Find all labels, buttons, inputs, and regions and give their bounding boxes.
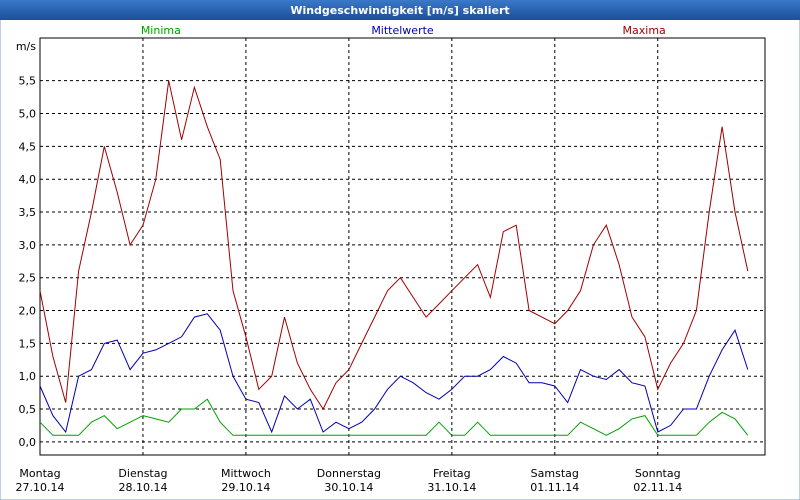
series-line: [39, 80, 749, 411]
y-unit-label: m/s: [16, 40, 36, 53]
x-tick-date: 01.11.14: [530, 481, 579, 494]
x-tick-date: 28.10.14: [118, 481, 167, 494]
x-tick-label: Mittwoch: [221, 467, 271, 480]
series-line: [39, 398, 749, 436]
x-tick-label: Donnerstag: [317, 467, 381, 480]
chart-title: Windgeschwindigkeit [m/s] skaliert: [290, 4, 509, 17]
legend-entry: Maxima: [623, 24, 666, 37]
x-tick-label: Montag: [19, 467, 60, 480]
y-tick-label: 1,0: [19, 370, 37, 383]
x-tick-date: 30.10.14: [324, 481, 373, 494]
y-tick-label: 3,0: [19, 239, 37, 252]
title-bar: [0, 0, 800, 20]
legend-entry: Mittelwerte: [371, 24, 434, 37]
x-tick-label: Samstag: [531, 467, 579, 480]
x-tick-label: Freitag: [433, 467, 471, 480]
y-tick-label: 4,5: [19, 140, 37, 153]
y-tick-label: 2,5: [19, 272, 37, 285]
legend-entry: Minima: [141, 24, 181, 37]
series-line: [39, 313, 749, 434]
x-tick-date: 31.10.14: [427, 481, 476, 494]
y-tick-label: 0,5: [19, 403, 37, 416]
y-tick-label: 1,5: [19, 337, 37, 350]
x-tick-label: Dienstag: [118, 467, 167, 480]
plot-area: [39, 37, 766, 456]
y-tick-label: 3,5: [19, 206, 37, 219]
y-tick-label: 5,5: [19, 75, 37, 88]
y-tick-label: 4,0: [19, 173, 37, 186]
x-tick-label: Sonntag: [635, 467, 681, 480]
x-tick-date: 27.10.14: [16, 481, 65, 494]
x-tick-date: 29.10.14: [221, 481, 270, 494]
y-tick-label: 0,0: [19, 436, 37, 449]
y-tick-label: 5,0: [19, 108, 37, 121]
y-tick-label: 2,0: [19, 305, 37, 318]
x-tick-date: 02.11.14: [633, 481, 682, 494]
